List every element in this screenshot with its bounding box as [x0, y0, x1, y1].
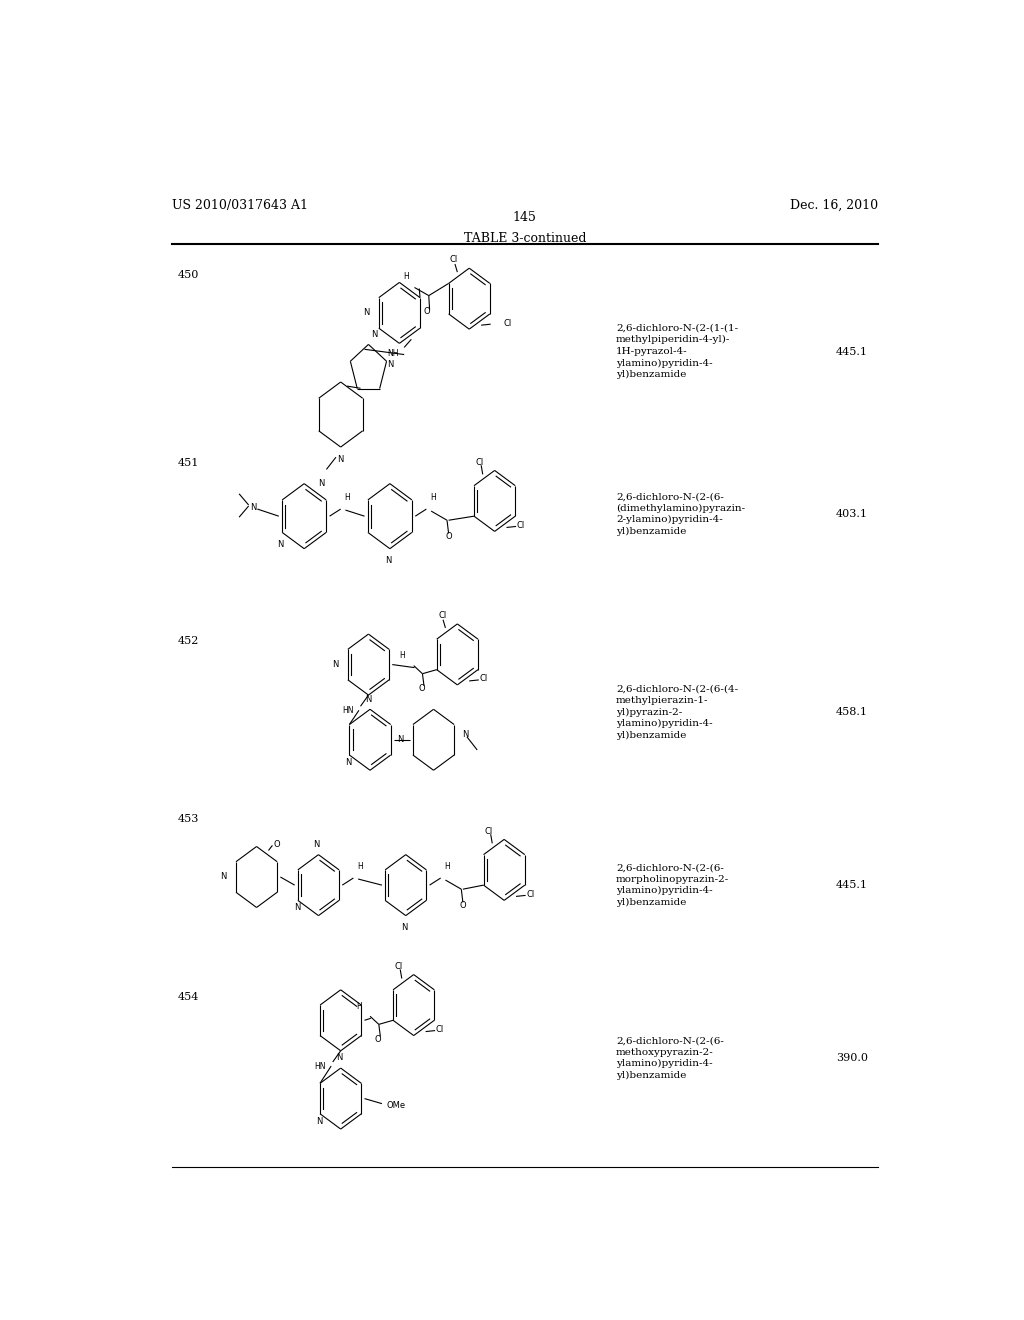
Text: N: N — [278, 540, 284, 549]
Text: 450: 450 — [177, 271, 199, 280]
Text: Cl: Cl — [485, 826, 494, 836]
Text: H: H — [444, 862, 450, 871]
Text: H: H — [403, 272, 410, 281]
Text: 454: 454 — [177, 991, 199, 1002]
Text: 445.1: 445.1 — [836, 880, 868, 890]
Text: H: H — [430, 494, 435, 503]
Text: 445.1: 445.1 — [836, 347, 868, 356]
Text: 452: 452 — [177, 636, 199, 645]
Text: N: N — [385, 557, 391, 565]
Text: N: N — [332, 660, 338, 669]
Text: OMe: OMe — [387, 1101, 406, 1110]
Text: N: N — [362, 309, 370, 317]
Text: N: N — [313, 840, 319, 849]
Text: 2,6-dichloro-N-(2-(6-(4-
methylpierazin-1-
yl)pyrazin-2-
ylamino)pyridin-4-
yl)b: 2,6-dichloro-N-(2-(6-(4- methylpierazin-… — [616, 685, 738, 741]
Text: N: N — [462, 730, 468, 739]
Text: Cl: Cl — [479, 675, 487, 684]
Text: N: N — [336, 1053, 342, 1063]
Text: US 2010/0317643 A1: US 2010/0317643 A1 — [172, 199, 307, 213]
Text: Cl: Cl — [526, 890, 535, 899]
Text: H: H — [399, 651, 406, 660]
Text: H: H — [356, 1002, 361, 1011]
Text: N: N — [397, 735, 403, 744]
Text: O: O — [273, 840, 280, 849]
Text: N: N — [401, 923, 408, 932]
Text: O: O — [445, 532, 452, 541]
Text: Dec. 16, 2010: Dec. 16, 2010 — [790, 199, 878, 213]
Text: 2,6-dichloro-N-(2-(6-
(dimethylamino)pyrazin-
2-ylamino)pyridin-4-
yl)benzamide: 2,6-dichloro-N-(2-(6- (dimethylamino)pyr… — [616, 492, 745, 536]
Text: 451: 451 — [177, 458, 199, 469]
Text: 2,6-dichloro-N-(2-(6-
methoxypyrazin-2-
ylamino)pyridin-4-
yl)benzamide: 2,6-dichloro-N-(2-(6- methoxypyrazin-2- … — [616, 1036, 724, 1080]
Text: Cl: Cl — [438, 611, 446, 620]
Text: 403.1: 403.1 — [836, 510, 868, 519]
Text: 458.1: 458.1 — [836, 708, 868, 717]
Text: O: O — [419, 685, 425, 693]
Text: N: N — [317, 479, 324, 488]
Text: O: O — [423, 308, 430, 317]
Text: N: N — [220, 873, 226, 882]
Text: N: N — [338, 455, 344, 463]
Text: 2,6-dichloro-N-(2-(6-
morpholinopyrazin-2-
ylamino)pyridin-4-
yl)benzamide: 2,6-dichloro-N-(2-(6- morpholinopyrazin-… — [616, 863, 729, 907]
Text: N: N — [372, 330, 378, 339]
Text: N: N — [250, 503, 257, 512]
Text: H: H — [356, 862, 362, 871]
Text: N: N — [294, 903, 300, 912]
Text: Cl: Cl — [450, 256, 458, 264]
Text: HN: HN — [342, 706, 353, 715]
Text: Cl: Cl — [475, 458, 483, 467]
Text: Cl: Cl — [517, 521, 525, 529]
Text: N: N — [345, 758, 352, 767]
Text: O: O — [375, 1035, 381, 1044]
Text: N: N — [387, 360, 394, 370]
Text: N: N — [316, 1117, 323, 1126]
Text: 390.0: 390.0 — [836, 1053, 868, 1063]
Text: 145: 145 — [513, 211, 537, 224]
Text: NH: NH — [387, 348, 398, 358]
Text: 453: 453 — [177, 814, 199, 824]
Text: TABLE 3-continued: TABLE 3-continued — [464, 231, 586, 244]
Text: N: N — [366, 694, 372, 704]
Text: Cl: Cl — [436, 1026, 444, 1034]
Text: Cl: Cl — [503, 318, 511, 327]
Text: O: O — [460, 902, 466, 909]
Text: H: H — [344, 494, 350, 503]
Text: Cl: Cl — [394, 962, 402, 970]
Text: 2,6-dichloro-N-(2-(1-(1-
methylpiperidin-4-yl)-
1H-pyrazol-4-
ylamino)pyridin-4-: 2,6-dichloro-N-(2-(1-(1- methylpiperidin… — [616, 323, 738, 379]
Text: HN: HN — [314, 1061, 326, 1071]
